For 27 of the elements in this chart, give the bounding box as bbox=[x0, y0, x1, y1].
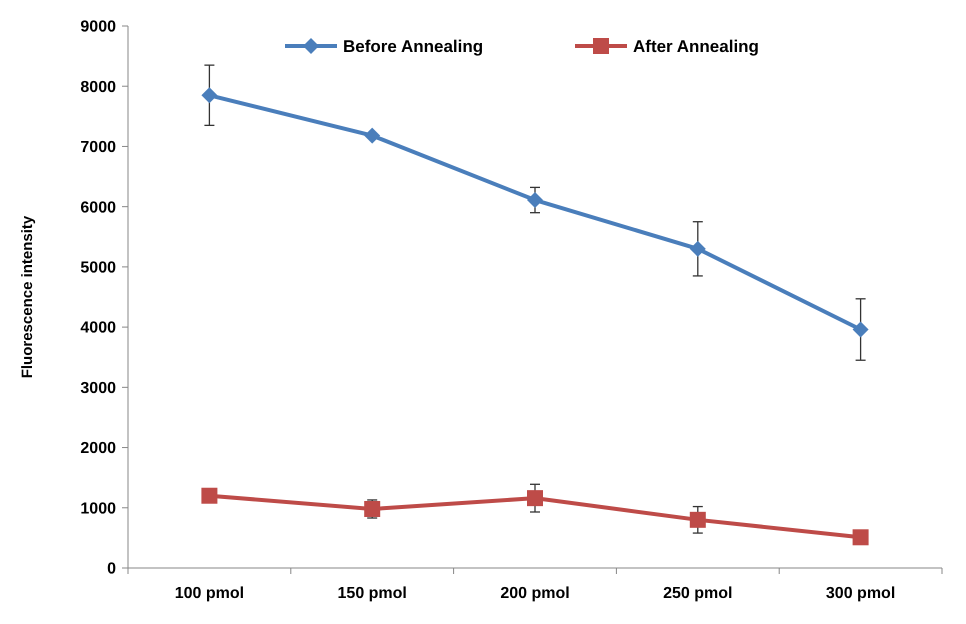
legend-label: After Annealing bbox=[633, 36, 759, 56]
point bbox=[364, 128, 380, 144]
x-tick-label: 100 pmol bbox=[174, 585, 244, 602]
y-tick-label: 6000 bbox=[80, 199, 116, 216]
y-tick-label: 9000 bbox=[80, 18, 116, 36]
x-tick-label: 300 pmol bbox=[826, 585, 896, 602]
y-tick-label: 3000 bbox=[80, 380, 116, 397]
point bbox=[201, 488, 218, 504]
point bbox=[527, 490, 543, 506]
y-axis-title: Fluorescence intensity bbox=[19, 215, 36, 378]
point bbox=[852, 322, 869, 338]
y-tick-label: 1000 bbox=[80, 500, 116, 518]
x-tick-label: 250 pmol bbox=[663, 585, 732, 602]
y-tick-label: 2000 bbox=[80, 440, 116, 458]
y-tick-label: 0 bbox=[107, 560, 116, 578]
point bbox=[852, 529, 869, 546]
y-tick-label: 5000 bbox=[80, 259, 116, 276]
point bbox=[527, 192, 543, 208]
legend-label: Before Annealing bbox=[343, 36, 484, 56]
point bbox=[201, 87, 218, 104]
y-tick-label: 4000 bbox=[80, 320, 116, 337]
y-tick-label: 8000 bbox=[80, 78, 116, 96]
point bbox=[690, 240, 706, 257]
x-tick-label: 150 pmol bbox=[338, 585, 407, 602]
y-tick-label: 7000 bbox=[80, 139, 116, 156]
point bbox=[690, 512, 706, 528]
x-tick-label: 200 pmol bbox=[500, 585, 570, 602]
